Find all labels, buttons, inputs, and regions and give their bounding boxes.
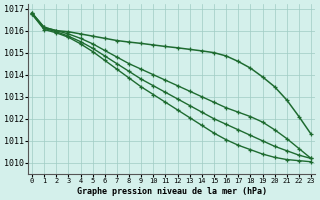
X-axis label: Graphe pression niveau de la mer (hPa): Graphe pression niveau de la mer (hPa): [76, 187, 267, 196]
